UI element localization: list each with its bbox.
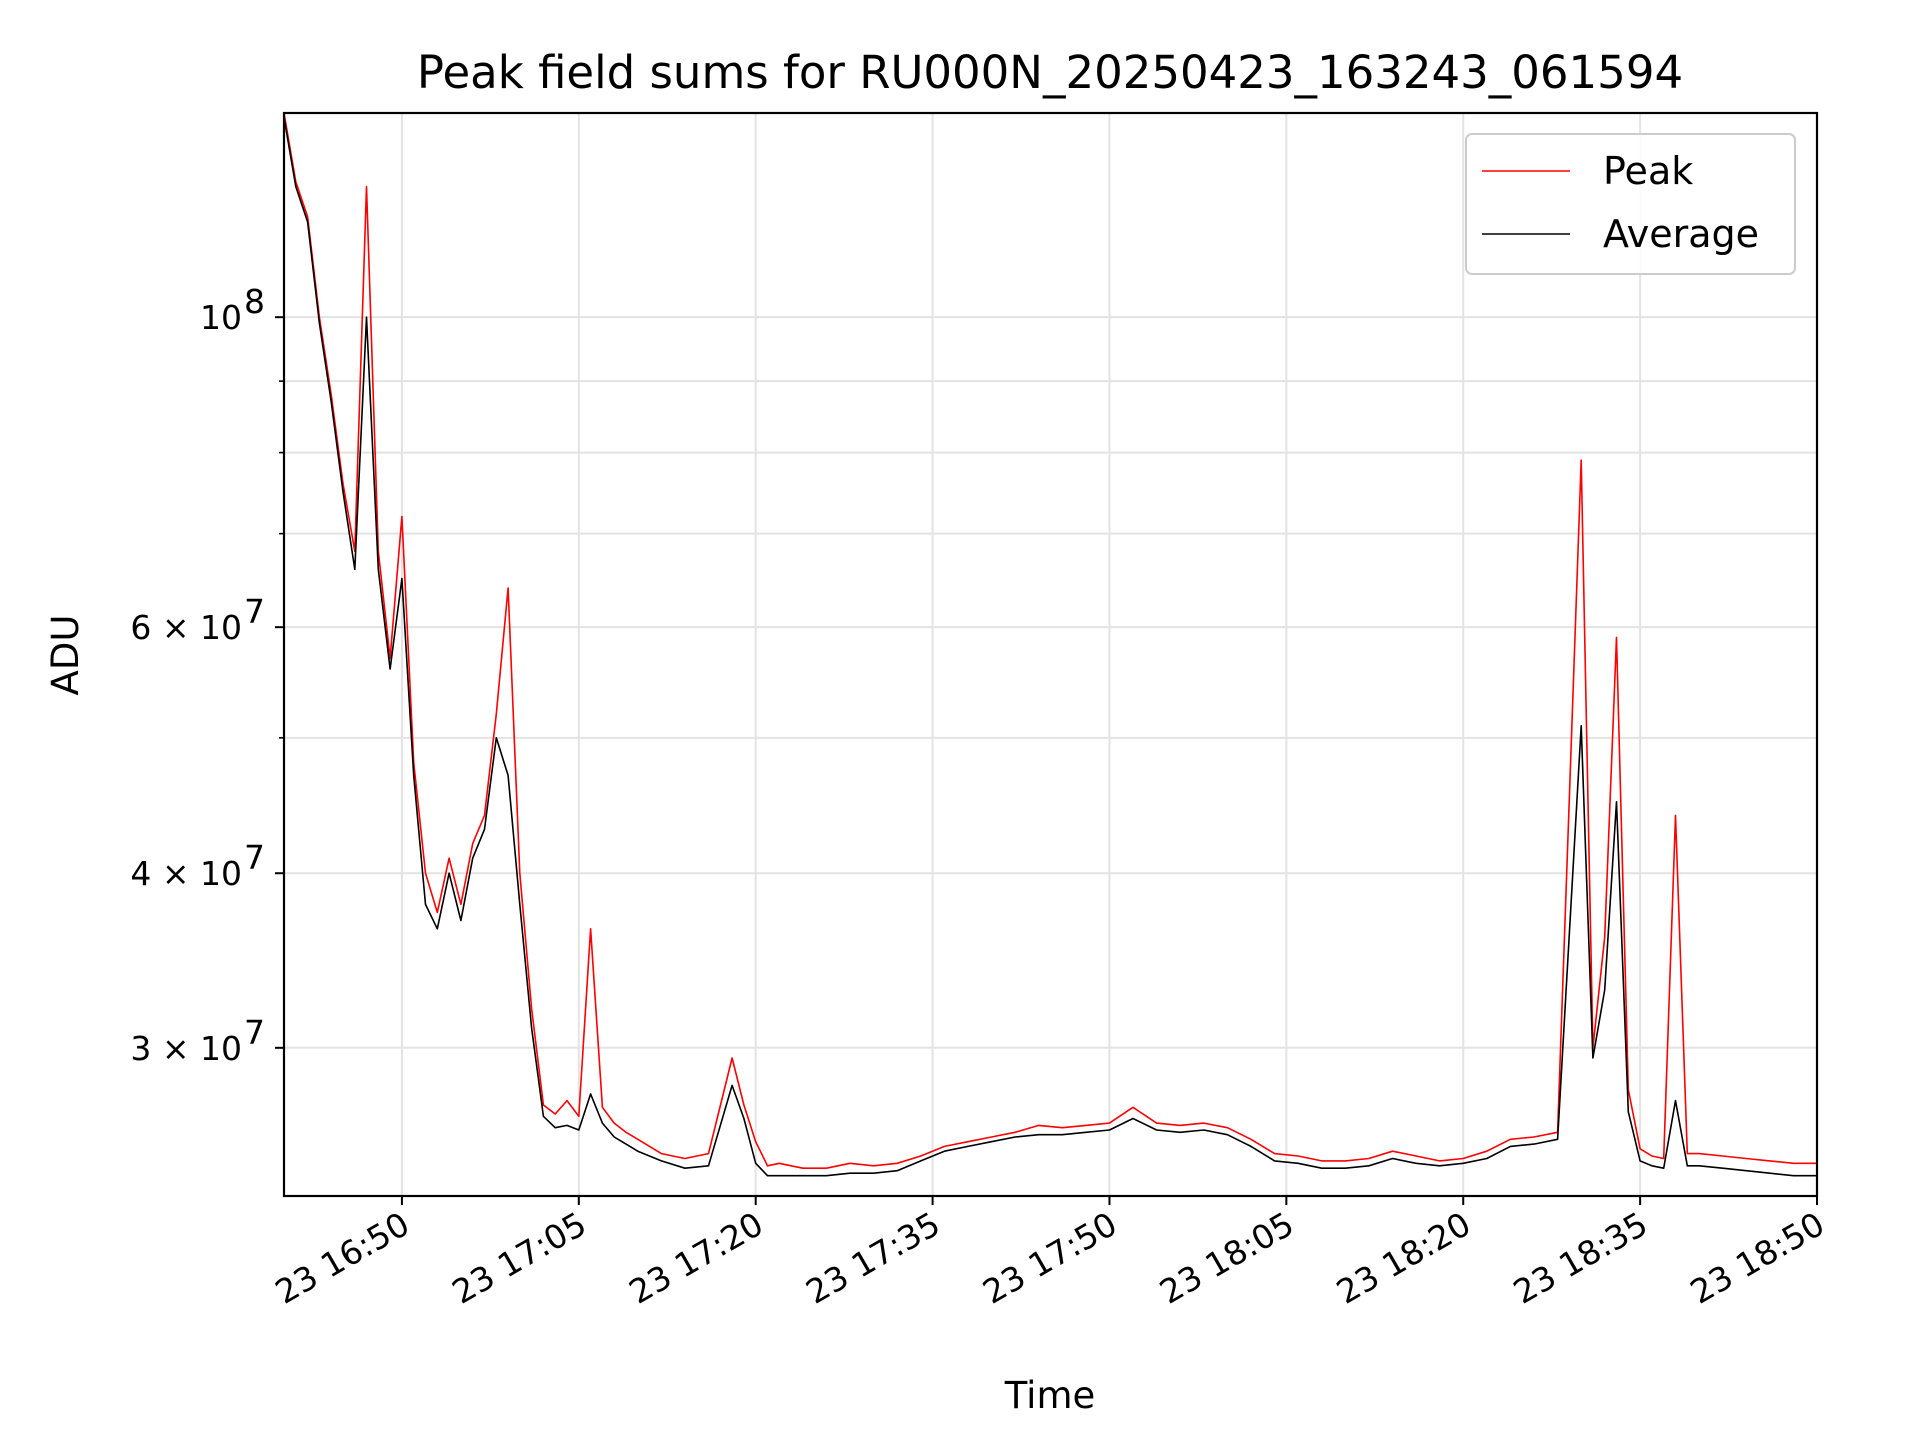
y-tick-exponent: 7	[244, 838, 265, 877]
legend-label-peak: Peak	[1603, 149, 1693, 193]
series-line-peak	[283, 112, 1817, 1169]
y-tick-label: 6 × 10	[130, 608, 242, 647]
plot-frame	[282, 111, 1819, 1198]
chart-title: Peak field sums for RU000N_20250423_1632…	[417, 46, 1683, 99]
y-axis-title: ADU	[44, 615, 87, 696]
y-tick-label: 10	[200, 298, 242, 337]
x-axis-title: Time	[1004, 1374, 1096, 1417]
legend: Peak Average	[1465, 133, 1796, 275]
y-tick-label: 3 × 10	[130, 1029, 242, 1068]
series-lines	[283, 112, 1817, 1177]
y-tick-exponent: 7	[244, 592, 265, 631]
series-line-average	[283, 117, 1817, 1177]
y-tick-exponent: 8	[244, 282, 265, 321]
legend-label-average: Average	[1603, 212, 1759, 256]
y-tick-exponent: 7	[244, 1013, 265, 1052]
y-tick-label: 4 × 10	[130, 854, 242, 893]
legend-box	[1465, 133, 1796, 275]
